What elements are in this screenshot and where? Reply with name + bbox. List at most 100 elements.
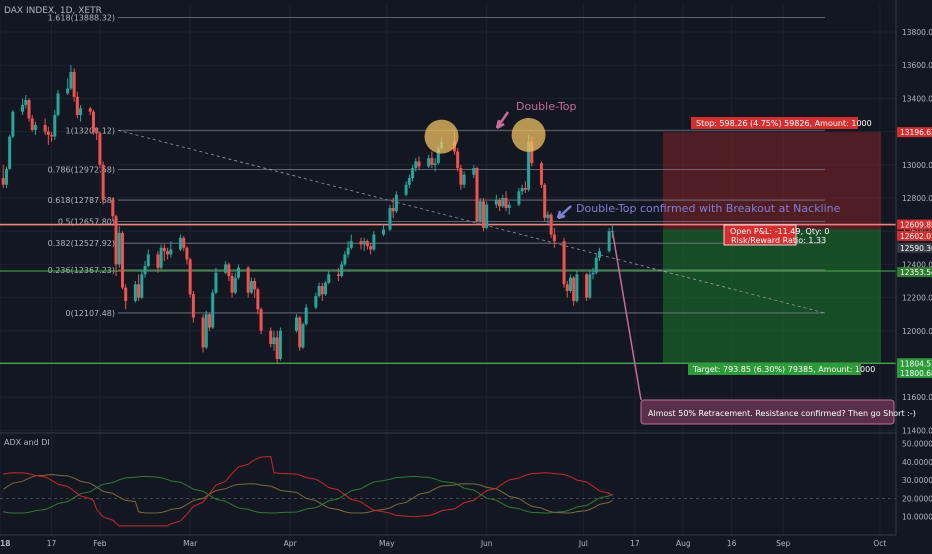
candle [427, 154, 431, 169]
candle [481, 198, 485, 232]
candle [314, 292, 318, 310]
double-top-arrow [495, 111, 510, 130]
candle [349, 234, 353, 250]
candle [298, 315, 302, 351]
svg-text:13196.62: 13196.62 [900, 128, 932, 137]
candle [543, 183, 547, 222]
candle [11, 110, 15, 139]
fib-label: 0.618(12787.68) [48, 196, 115, 205]
candle [259, 307, 263, 335]
svg-text:12609.85: 12609.85 [900, 221, 932, 230]
svg-text:12353.54: 12353.54 [900, 268, 932, 277]
candle [120, 231, 124, 290]
candle [485, 201, 489, 230]
risk-reward-label: Risk/Reward Ratio: 1.33 [731, 236, 826, 245]
candle [568, 274, 572, 293]
candle [546, 211, 550, 225]
price-tick-label: 11600.00 [902, 393, 932, 402]
candle [591, 267, 595, 280]
candle [133, 281, 137, 303]
candle [320, 282, 324, 301]
candle [433, 158, 437, 172]
candle [417, 156, 421, 170]
stop-badge: Stop: 598.26 (4.75%) 59826, Amount: 1000 [691, 117, 872, 129]
candle [594, 254, 598, 275]
candle [53, 110, 57, 140]
candle [317, 282, 321, 298]
fib-label: 0.382(12527.92) [48, 239, 115, 248]
time-tick-label: Feb [93, 539, 107, 548]
candle [246, 266, 250, 298]
fib-label: 0(12107.48) [65, 309, 115, 318]
candle [137, 274, 141, 301]
candle [159, 244, 163, 270]
candle [24, 95, 28, 109]
candle [43, 118, 47, 135]
price-tick-label: 12800.00 [902, 194, 932, 203]
candle [204, 310, 208, 350]
candle [30, 115, 34, 132]
time-tick-label: Aug [676, 539, 691, 548]
adx-line [2, 474, 613, 514]
candle [230, 272, 234, 298]
candle [88, 106, 92, 115]
candle [507, 201, 511, 215]
comment-connector [611, 230, 642, 401]
candle [562, 237, 566, 288]
candle [211, 289, 215, 330]
time-tick-label: Oct [873, 539, 886, 548]
time-tick-label: 16 [727, 539, 737, 548]
candle [27, 98, 31, 122]
candle [520, 184, 524, 195]
fibonacci-levels: 1.618(13888.32) 1(13208.12) 0.786(12972.58… [48, 13, 825, 318]
position-zones [663, 132, 881, 364]
time-tick-label: 2018 [0, 539, 10, 548]
fib-label: 0.786(12972.58) [48, 165, 115, 174]
candle [391, 198, 395, 218]
candle [388, 204, 392, 232]
candle [143, 261, 147, 278]
candle [162, 244, 166, 262]
candle [249, 277, 253, 295]
candle [269, 327, 273, 348]
trend-lines [0, 129, 896, 364]
candle [111, 198, 115, 222]
indicator-tick-label: 10.0000 [902, 513, 932, 522]
candle [224, 261, 228, 275]
time-tick-label: 17 [630, 539, 640, 548]
comment-text: Almost 50% Retracement. Resistance confi… [648, 409, 916, 418]
price-badge-target: 11800.68 [897, 367, 932, 378]
candle [114, 214, 118, 277]
candle [124, 284, 128, 310]
candle [98, 131, 102, 169]
fib-label: 0.236(12367.23) [48, 266, 115, 275]
candle [549, 212, 553, 238]
candle [278, 327, 282, 361]
candle [539, 161, 543, 189]
price-badge-neutral: 12590.36 [897, 242, 932, 253]
candle [275, 330, 279, 364]
top-circle-1 [424, 119, 459, 154]
price-badge-target: 11804.51 [897, 358, 932, 369]
candle [207, 312, 211, 331]
price-tick-label: 12200.00 [902, 294, 932, 303]
comment-callout: Almost 50% Retracement. Resistance confi… [640, 399, 916, 425]
svg-text:11804.51: 11804.51 [900, 359, 932, 368]
candle [178, 234, 182, 252]
candle [498, 198, 502, 212]
target-label: Target: 793.85 (6.30%) 79385, Amount: 10… [692, 365, 875, 374]
candle [394, 191, 398, 213]
fib-label: 1(13208.12) [65, 126, 115, 135]
candle [8, 134, 12, 170]
target-badge: Target: 793.85 (6.30%) 79385, Amount: 10… [688, 363, 875, 375]
fib-label: 1.618(13888.32) [48, 13, 115, 22]
plus-di-line [3, 475, 613, 514]
price-tick-label: 13600.00 [902, 61, 932, 70]
fib-trend-line [117, 129, 826, 314]
annotations [424, 111, 642, 401]
candle [201, 314, 205, 353]
candle [324, 281, 328, 296]
candle [607, 227, 611, 253]
candle [1, 164, 5, 189]
